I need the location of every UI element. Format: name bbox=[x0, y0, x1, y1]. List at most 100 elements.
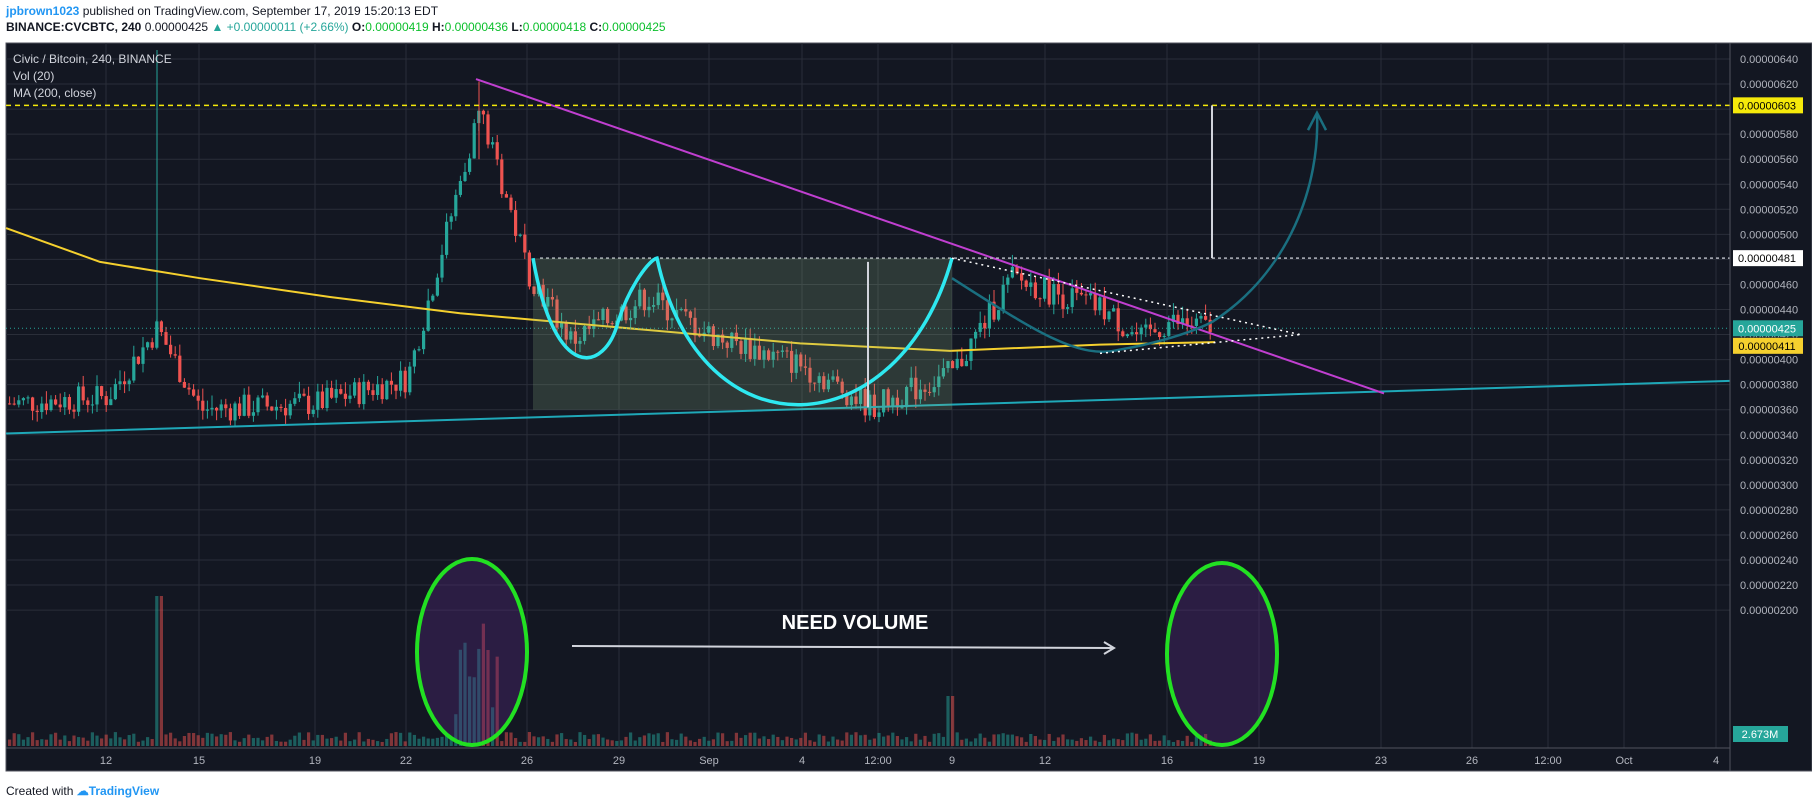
candle-body bbox=[1029, 282, 1033, 287]
tradingview-logo[interactable]: ☁TradingView bbox=[77, 784, 159, 798]
candle-body bbox=[937, 376, 941, 388]
candle-body bbox=[288, 403, 292, 416]
volume-bar bbox=[1006, 734, 1010, 746]
volume-bar bbox=[270, 734, 274, 746]
resistance-price-label: 0.00000603 bbox=[1738, 100, 1796, 112]
candle-body bbox=[670, 318, 674, 321]
volume-bar bbox=[164, 734, 168, 746]
volume-bar bbox=[40, 739, 44, 746]
volume-circle-right bbox=[1165, 561, 1279, 747]
candle-body bbox=[353, 382, 357, 396]
time-tick-label: Sep bbox=[699, 755, 719, 767]
volume-bar bbox=[242, 738, 246, 746]
volume-bar bbox=[435, 737, 439, 746]
volume-bar bbox=[182, 735, 186, 746]
candle-body bbox=[813, 382, 817, 384]
volume-bar bbox=[767, 739, 771, 746]
time-tick-label: 9 bbox=[949, 755, 955, 767]
volume-bar bbox=[1093, 740, 1097, 746]
volume-bar bbox=[587, 739, 591, 746]
candle-body bbox=[624, 306, 628, 321]
volume-bar bbox=[210, 733, 214, 746]
candle-body bbox=[762, 350, 766, 360]
volume-bar bbox=[656, 733, 660, 746]
candle-body bbox=[895, 397, 899, 408]
candle-body bbox=[1006, 277, 1010, 285]
volume-bar bbox=[219, 734, 223, 746]
volume-bar bbox=[104, 734, 108, 746]
volume-bar bbox=[615, 740, 619, 746]
volume-bar bbox=[481, 623, 485, 746]
volume-bar bbox=[601, 737, 605, 746]
publish-info: jpbrown1023 published on TradingView.com… bbox=[6, 4, 438, 18]
time-tick-label: 12 bbox=[100, 755, 112, 767]
volume-bar bbox=[891, 732, 895, 746]
low-value: 0.00000418 bbox=[522, 20, 587, 34]
candle-body bbox=[757, 345, 761, 360]
volume-bar bbox=[794, 739, 798, 746]
candle-body bbox=[491, 142, 495, 145]
candle-body bbox=[343, 393, 347, 399]
volume-bar bbox=[366, 738, 370, 746]
candle-body bbox=[104, 396, 108, 406]
time-tick-label: 26 bbox=[521, 755, 533, 767]
candle-body bbox=[1098, 297, 1102, 311]
volume-bar bbox=[808, 740, 812, 746]
volume-bar bbox=[1158, 740, 1162, 746]
candle-body bbox=[146, 342, 150, 348]
price-axis[interactable] bbox=[1729, 42, 1812, 772]
candle-body bbox=[412, 350, 416, 367]
price-tick-label: 0.00000260 bbox=[1740, 530, 1798, 542]
candle-body bbox=[1139, 327, 1143, 335]
time-axis[interactable] bbox=[5, 747, 1731, 772]
ma-price-label-bg bbox=[1733, 337, 1803, 354]
volume-bar bbox=[762, 736, 766, 746]
volume-bar bbox=[233, 740, 237, 746]
close-label: C: bbox=[589, 20, 603, 34]
open-label: O: bbox=[351, 20, 366, 34]
candle-body bbox=[150, 342, 154, 348]
legend-symbol: Civic / Bitcoin, 240, BINANCE bbox=[13, 52, 172, 66]
candle-body bbox=[422, 330, 426, 350]
volume-bar bbox=[753, 732, 757, 746]
volume-bar bbox=[504, 732, 508, 746]
candle-body bbox=[679, 309, 683, 311]
volume-bar bbox=[610, 740, 614, 746]
volume-bar bbox=[734, 732, 738, 746]
candle-body bbox=[992, 301, 996, 320]
volume-bar bbox=[1075, 740, 1079, 746]
candle-body bbox=[707, 326, 711, 333]
volume-bar bbox=[882, 736, 886, 746]
candle-body bbox=[1102, 297, 1106, 320]
candle-body bbox=[302, 393, 306, 396]
candle-body bbox=[113, 384, 117, 400]
volume-bar bbox=[964, 738, 968, 746]
volume-bar bbox=[477, 648, 481, 746]
candle-body bbox=[100, 386, 104, 397]
volume-bar bbox=[909, 741, 913, 746]
footer: Created with ☁TradingView bbox=[6, 784, 159, 798]
candle-body bbox=[1056, 284, 1060, 295]
candle-body bbox=[339, 389, 343, 394]
volume-bar bbox=[1171, 741, 1175, 746]
volume-bar bbox=[840, 740, 844, 746]
price-tick-label: 0.00000240 bbox=[1740, 555, 1798, 567]
volume-bar bbox=[619, 740, 623, 746]
candle-body bbox=[256, 397, 260, 413]
author-link[interactable]: jpbrown1023 bbox=[6, 4, 80, 18]
volume-bar bbox=[960, 739, 964, 746]
candle-body bbox=[136, 356, 140, 364]
candle-body bbox=[12, 403, 16, 405]
volume-bar bbox=[974, 738, 978, 746]
volume-bar bbox=[564, 739, 568, 746]
time-tick-label: 29 bbox=[613, 755, 625, 767]
volume-bar bbox=[799, 737, 803, 746]
candle-body bbox=[454, 194, 458, 217]
volume-bar bbox=[813, 741, 817, 746]
volume-bar bbox=[385, 738, 389, 746]
price-tick-label: 0.00000200 bbox=[1740, 605, 1798, 617]
candle-body bbox=[849, 396, 853, 406]
volume-bar bbox=[771, 734, 775, 746]
candle-body bbox=[371, 390, 375, 396]
